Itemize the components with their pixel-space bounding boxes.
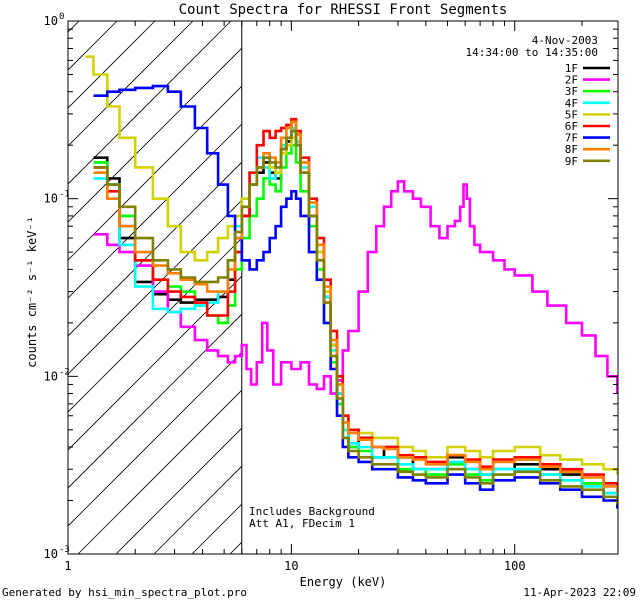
hatch-line: [68, 313, 242, 489]
annotation-background: Includes Background: [249, 505, 375, 518]
y-tick-label: 10: [44, 14, 58, 28]
hatch-line: [68, 85, 242, 261]
legend-label-2F: 2F: [565, 74, 578, 87]
legend-label-7F: 7F: [565, 132, 578, 145]
series-group: [85, 55, 618, 509]
hatch-line: [68, 351, 242, 527]
x-axis-label: Energy (keV): [300, 575, 387, 589]
legend-label-8F: 8F: [565, 143, 578, 156]
hatch-line: [68, 21, 232, 185]
y-tick-exponent: -2: [59, 367, 70, 377]
hatch-line: [68, 199, 242, 375]
hatch-line: [68, 161, 242, 337]
legend-label-3F: 3F: [565, 85, 578, 98]
hatch-line: [115, 427, 242, 554]
plot-frame: [67, 20, 619, 555]
y-tick-label: 10: [44, 547, 58, 561]
series-line-2F: [93, 180, 618, 395]
y-tick-label: 10: [44, 369, 58, 383]
series-line-9F: [93, 129, 618, 505]
y-tick-exponent: -3: [59, 545, 70, 555]
legend-label-5F: 5F: [565, 108, 578, 121]
hatch-line: [68, 21, 194, 147]
hatch-line: [77, 389, 242, 554]
hatch-line: [68, 21, 80, 33]
y-tick-label: 10: [44, 192, 58, 206]
hatch-line: [68, 47, 242, 223]
legend-label-4F: 4F: [565, 97, 578, 110]
legend-label-6F: 6F: [565, 120, 578, 133]
hatch-line: [68, 237, 242, 413]
y-axis-label: counts cm⁻² s⁻¹ keV⁻¹: [25, 216, 39, 368]
hatch-line: [68, 21, 156, 109]
hatch-line: [68, 123, 242, 299]
x-tick-label: 100: [504, 559, 526, 573]
y-tick-exponent: 0: [59, 12, 64, 22]
hatch-line: [68, 275, 242, 451]
footer-generated-by: Generated by hsi_min_spectra_plot.pro: [2, 586, 247, 599]
series-line-1F: [93, 129, 618, 501]
series-line-4F: [93, 126, 618, 501]
x-tick-label: 1: [64, 559, 71, 573]
annotation-attenuator: Att A1, FDecim 1: [249, 517, 355, 530]
legend-date: 4-Nov-2003: [532, 34, 598, 47]
legend-time-range: 14:34:00 to 14:35:00: [466, 46, 598, 59]
legend-label-9F: 9F: [565, 155, 578, 168]
y-tick-exponent: -1: [59, 190, 70, 200]
x-tick-label: 10: [284, 559, 298, 573]
footer-timestamp: 11-Apr-2023 22:09: [523, 586, 636, 599]
hatch-line: [68, 21, 118, 71]
series-line-7F: [93, 84, 618, 509]
legend-label-1F: 1F: [565, 62, 578, 75]
shaded-region-hatch: [68, 21, 242, 554]
chart-title: Count Spectra for RHESSI Front Segments: [179, 2, 508, 18]
